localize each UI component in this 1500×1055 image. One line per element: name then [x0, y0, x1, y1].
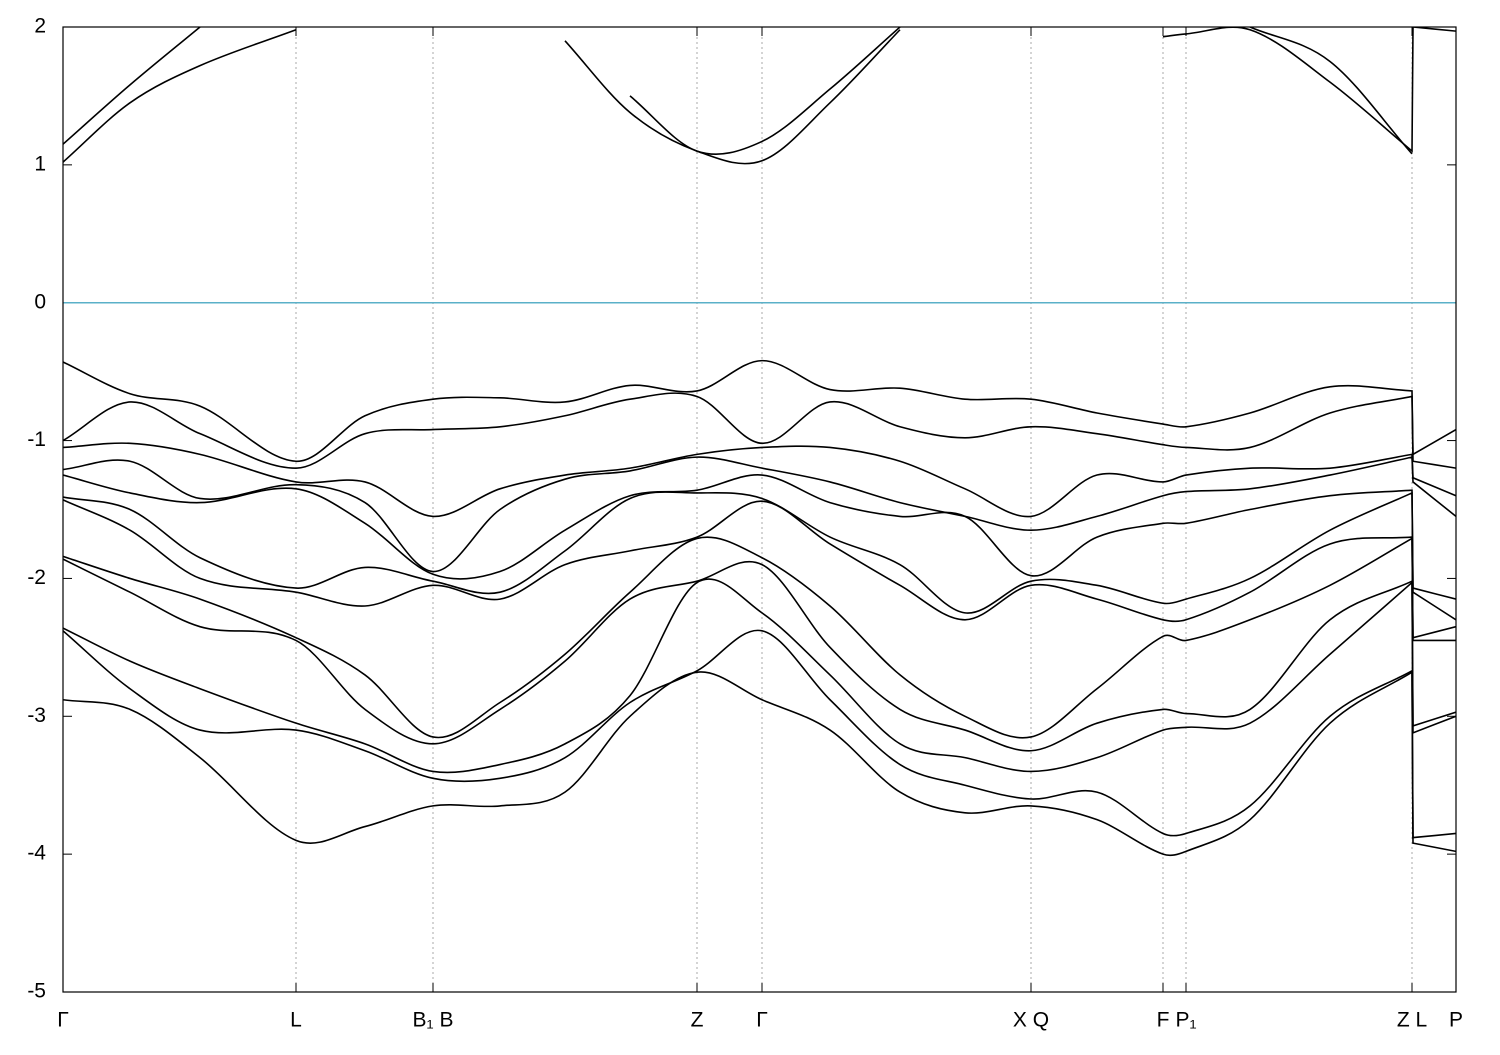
- band-line: [63, 392, 1456, 469]
- x-tick-label: B₁ B: [413, 1009, 454, 1032]
- x-tick-label: Γ: [57, 1009, 69, 1032]
- band-line: [63, 536, 1456, 739]
- band-line: [63, 499, 1456, 639]
- plot-frame: [62, 26, 1457, 993]
- band-line: [63, 629, 1456, 839]
- y-tick-label: 1: [34, 152, 46, 175]
- band-line: [63, 578, 1456, 774]
- band-line: [63, 670, 1456, 857]
- x-tick-label: Z: [691, 1009, 704, 1032]
- x-tick-label: F: [1157, 1009, 1170, 1032]
- plot-area: [63, 27, 1456, 857]
- x-tick-label: L: [290, 1009, 302, 1032]
- y-tick-label: -2: [27, 566, 46, 589]
- band-line: [63, 442, 1456, 518]
- y-tick-label: -5: [27, 980, 46, 1003]
- x-tick-label: P: [1449, 1009, 1463, 1032]
- x-tick-label: Γ: [756, 1009, 768, 1032]
- y-tick-label: -4: [27, 842, 46, 865]
- y-tick-label: 2: [34, 15, 46, 38]
- band-line: [63, 474, 1456, 600]
- y-tick-label: 0: [34, 290, 46, 313]
- band-line: [63, 27, 1413, 155]
- band-line: [63, 359, 1456, 463]
- x-tick-label: X Q: [1013, 1009, 1049, 1032]
- y-tick-label: -1: [27, 428, 46, 451]
- x-tick-label: Z L: [1397, 1009, 1427, 1032]
- band-line: [63, 558, 1456, 752]
- band-line: [63, 456, 1456, 573]
- x-tick-label: P₁: [1175, 1009, 1196, 1032]
- y-tick-label: -3: [27, 704, 46, 727]
